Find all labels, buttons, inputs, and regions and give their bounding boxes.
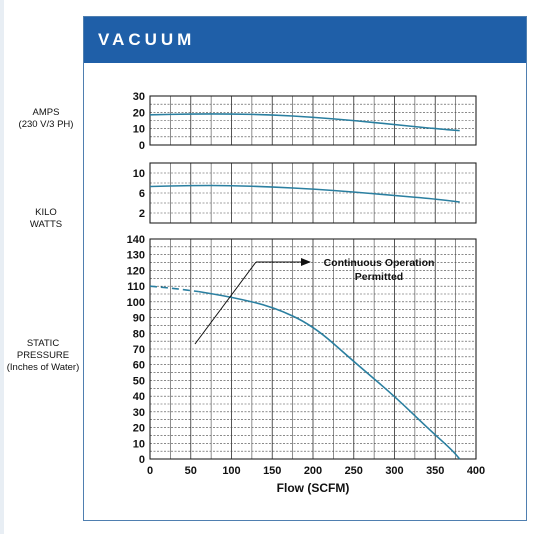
pressure-y-tick-label: 10 <box>133 438 145 450</box>
x-tick-label: 300 <box>385 465 403 477</box>
pressure-y-tick-label: 80 <box>133 328 145 340</box>
kilowatts-y-tick-label: 10 <box>133 168 145 180</box>
pressure-y-tick-label: 140 <box>127 234 145 246</box>
kilowatts-label-line2: WATTS <box>29 219 63 230</box>
amps-y-tick-label: 20 <box>133 107 145 119</box>
header-bar: VACUUM <box>84 17 526 63</box>
left-page-edge <box>0 0 4 534</box>
pressure-plot-frame <box>149 238 477 460</box>
x-tick-label: 50 <box>185 465 197 477</box>
pressure-label-line2: PRESSURE <box>16 350 70 361</box>
kilowatts-y-tick-label: 2 <box>139 208 145 220</box>
pressure-y-tick-label: 130 <box>127 250 145 262</box>
amps-label-line1: AMPS <box>32 107 60 118</box>
kilowatts-y-tick-label: 6 <box>139 188 145 200</box>
kilowatts-series-line <box>149 184 460 203</box>
kilowatts-label: KILO WATTS <box>10 207 82 231</box>
x-tick-label: 150 <box>263 465 281 477</box>
pressure-y-tick-label: 90 <box>133 313 145 325</box>
kilowatts-label-line1: KILO <box>35 207 57 218</box>
pressure-y-tick-label: 0 <box>139 454 145 466</box>
amps-series-line <box>149 113 460 132</box>
annotation-arrowhead <box>301 258 311 266</box>
pressure-y-tick-label: 50 <box>133 375 145 387</box>
pressure-y-tick-label: 110 <box>127 281 145 293</box>
x-tick-label: 350 <box>426 465 444 477</box>
pressure-y-tick-label: 100 <box>127 297 145 309</box>
pressure-y-tick-label: 30 <box>133 407 145 419</box>
annotation-text-line: Continuous Operation <box>324 257 435 269</box>
x-axis-label: Flow (SCFM) <box>277 481 350 495</box>
pressure-y-tick-label: 60 <box>133 360 145 372</box>
amps-y-tick-label: 30 <box>133 91 145 103</box>
amps-y-tick-label: 0 <box>139 140 145 152</box>
pressure-label-line3: (Inches of Water) <box>6 362 80 373</box>
x-tick-label: 200 <box>304 465 322 477</box>
pressure-series-line <box>198 290 461 460</box>
x-tick-label: 400 <box>467 465 485 477</box>
pressure-y-tick-label: 40 <box>133 391 145 403</box>
header-title: VACUUM <box>98 30 196 49</box>
kilowatts-plot-frame <box>149 162 477 224</box>
annotation-text-line: Permitted <box>355 271 403 283</box>
chart-panel: VACUUM <box>83 16 527 521</box>
pressure-series-line <box>149 285 200 293</box>
amps-y-tick-label: 10 <box>133 124 145 136</box>
x-tick-label: 0 <box>147 465 153 477</box>
amps-label-line2: (230 V/3 PH) <box>18 119 74 130</box>
amps-label: AMPS (230 V/3 PH) <box>10 107 82 131</box>
annotation-leader-line <box>194 261 257 345</box>
x-tick-label: 250 <box>345 465 363 477</box>
pressure-y-tick-label: 120 <box>127 265 145 277</box>
pressure-label-line1: STATIC <box>26 338 60 349</box>
pressure-label: STATIC PRESSURE (Inches of Water) <box>4 338 82 374</box>
pressure-y-tick-label: 20 <box>133 423 145 435</box>
x-tick-label: 100 <box>222 465 240 477</box>
pressure-y-tick-label: 70 <box>133 344 145 356</box>
amps-plot-frame <box>149 95 477 146</box>
